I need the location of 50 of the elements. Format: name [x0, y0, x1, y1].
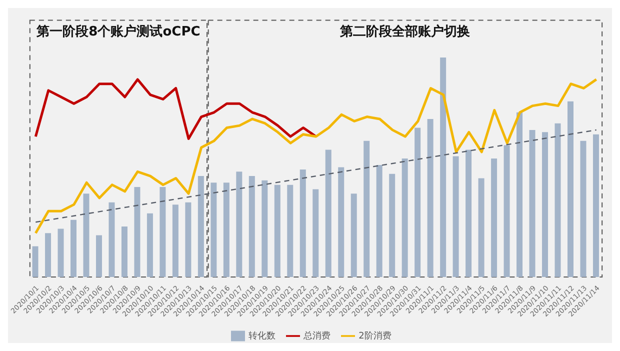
bar: [198, 176, 204, 277]
bar: [478, 178, 484, 277]
bar: [70, 220, 77, 277]
bar: [160, 187, 166, 277]
bar: [300, 169, 306, 277]
bar: [592, 134, 599, 277]
bar: [108, 202, 115, 277]
bar: [516, 112, 523, 277]
bar: [134, 187, 140, 277]
bar: [262, 180, 268, 277]
bar: [287, 184, 294, 277]
bar: [427, 118, 434, 277]
bar: [452, 156, 459, 277]
text: 第二阶段全部账户切换: [339, 23, 470, 40]
bar: [236, 172, 242, 277]
bar: [376, 165, 382, 277]
bar: [529, 130, 536, 277]
bar: [466, 150, 472, 277]
bar: [274, 184, 280, 277]
bar: [389, 174, 396, 277]
bar: [504, 145, 510, 277]
bar: [312, 189, 319, 277]
bar: [58, 228, 64, 277]
bar: [45, 233, 52, 277]
bar: [567, 101, 574, 277]
bar: [580, 140, 586, 277]
bar: [338, 167, 344, 277]
bar: [491, 158, 498, 277]
bar: [440, 58, 446, 277]
bar: [223, 182, 230, 277]
legend-label: 2阶消费: [358, 331, 392, 342]
legend-label: 总消费: [304, 331, 331, 342]
bar: [210, 182, 217, 277]
bar: [325, 150, 332, 277]
bar: [146, 213, 153, 277]
bar: [414, 128, 421, 277]
bar: [185, 202, 192, 277]
bar: [350, 194, 357, 277]
bar: [542, 132, 548, 277]
bar: [402, 158, 408, 277]
bar: [83, 194, 90, 277]
bar: [96, 235, 102, 277]
bar: [172, 204, 178, 277]
bar: [248, 176, 255, 277]
bar: [364, 140, 370, 277]
bar: [121, 226, 128, 277]
text: 第一阶段8个账户测试oCPC: [36, 23, 200, 40]
bar: [32, 246, 38, 277]
legend-label: 转化数: [248, 331, 276, 342]
bar: [554, 123, 561, 277]
